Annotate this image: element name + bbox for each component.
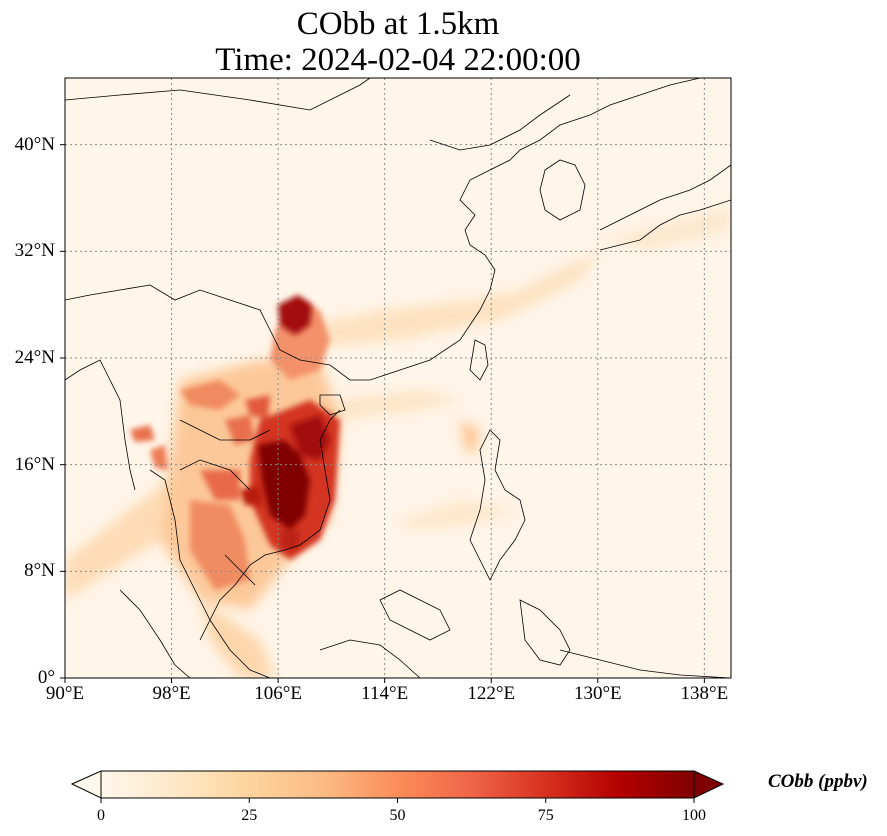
gridlines — [65, 78, 731, 678]
y-tick-label: 0° — [37, 667, 55, 688]
colorbar-tick-label: 75 — [537, 807, 554, 824]
colorbar-tick-label: 100 — [682, 807, 706, 824]
x-tick-label: 90°E — [45, 683, 85, 704]
colorbar-gradient — [100, 770, 695, 799]
colorbar-tick-label: 0 — [97, 807, 105, 824]
plot-subtitle: Time: 2024-02-04 22:00:00 — [215, 42, 581, 78]
colorbar-label: CObb (ppbv) — [768, 771, 868, 792]
x-tick-label: 98°E — [152, 683, 191, 704]
x-tick-label: 106°E — [254, 683, 302, 704]
x-tick-label: 114°E — [361, 683, 409, 704]
plot-title: CObb at 1.5km — [296, 6, 500, 42]
concentration-field — [65, 205, 731, 678]
y-tick-label: 24°N — [14, 347, 55, 368]
colorbar-tick-label: 25 — [241, 807, 258, 824]
y-tick-label: 32°N — [14, 240, 55, 262]
y-tick-label: 40°N — [14, 133, 55, 155]
x-tick-label: 138°E — [680, 683, 729, 704]
map-background — [65, 78, 731, 678]
x-tick-label: 130°E — [573, 683, 622, 704]
x-tick-label: 122°E — [467, 683, 516, 704]
y-tick-label: 8°N — [24, 560, 55, 582]
map-panel — [60, 77, 732, 683]
colorbar-tick-label: 50 — [389, 807, 406, 824]
colorbar-extend-low — [70, 770, 102, 799]
coastlines — [65, 78, 731, 678]
colorbar-extend-high — [693, 770, 725, 799]
colorbar — [70, 770, 725, 803]
y-tick-label: 16°N — [14, 453, 55, 475]
map-frame — [64, 77, 732, 679]
